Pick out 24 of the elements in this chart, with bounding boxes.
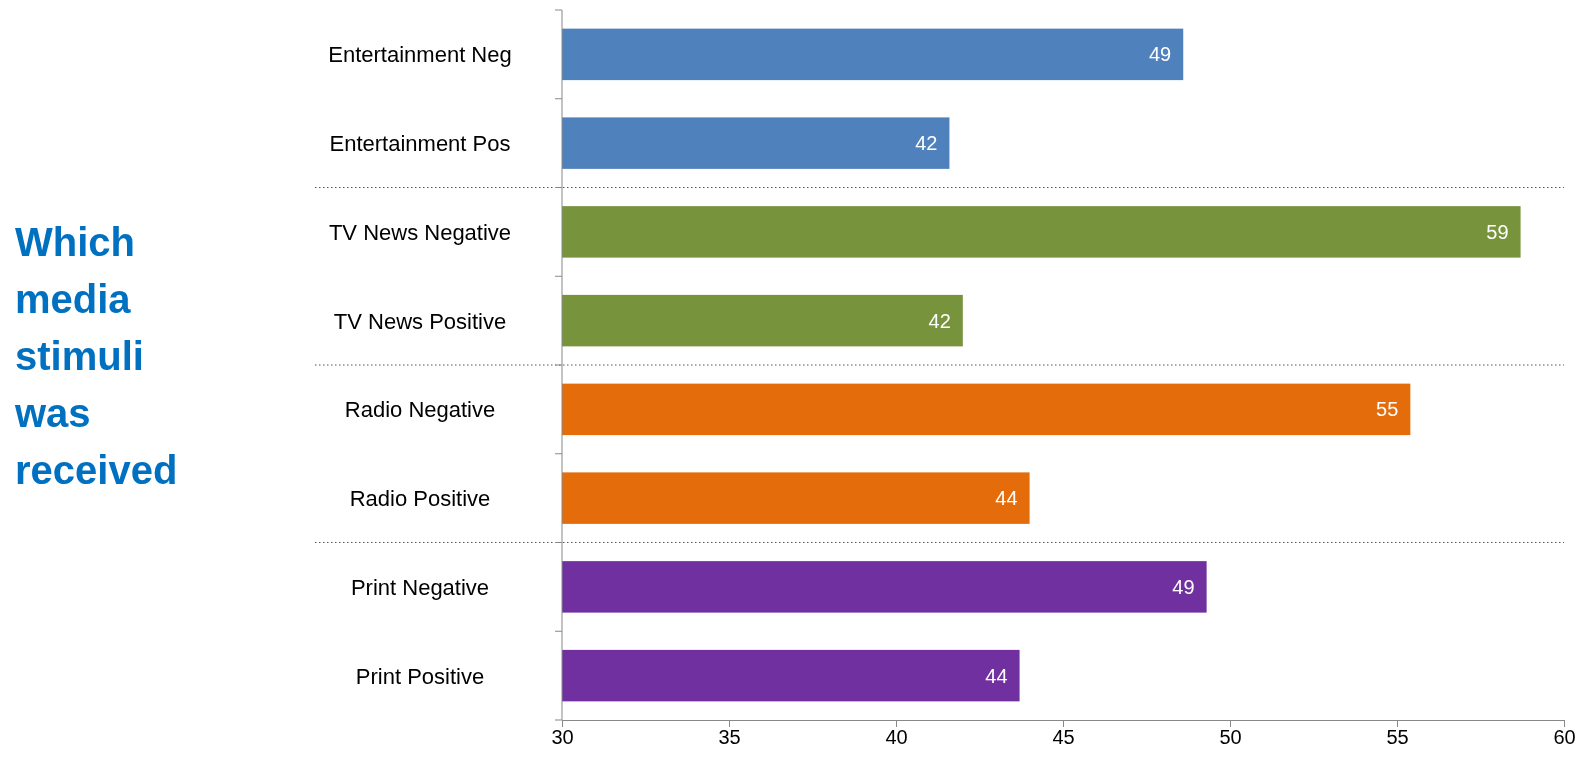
y-tick-label: Radio Positive [349,486,491,512]
text: Which media stimuli was received [14,220,178,492]
x-tick-label: 50 [1219,726,1242,749]
y-tick-label: TV News Negative [328,219,512,245]
x-tick-label: 35 [718,726,741,749]
x-tick-label: 30 [551,726,574,749]
data-label: 44 [985,664,1008,687]
y-tick-label: Entertainment Pos [329,131,511,157]
y-tick-label: Entertainment Neg [328,42,512,68]
data-label: 55 [1376,398,1399,421]
data-label: 49 [1172,575,1195,598]
data-label: 42 [915,132,938,155]
y-tick-label: TV News Positive [333,308,507,334]
x-tick-label: 60 [1553,726,1576,749]
data-label: 49 [1148,43,1172,66]
data-label: 42 [928,309,951,332]
x-tick-label: 45 [1052,726,1075,749]
y-tick-label: Print Negative [350,574,490,600]
data-label: 44 [995,487,1018,510]
data-label: 59 [1486,220,1509,243]
y-tick-label: Radio Negative [344,397,496,423]
x-tick-label: 55 [1386,726,1409,749]
x-tick-label: 40 [885,726,908,749]
y-tick-label: Print Positive [355,663,485,689]
